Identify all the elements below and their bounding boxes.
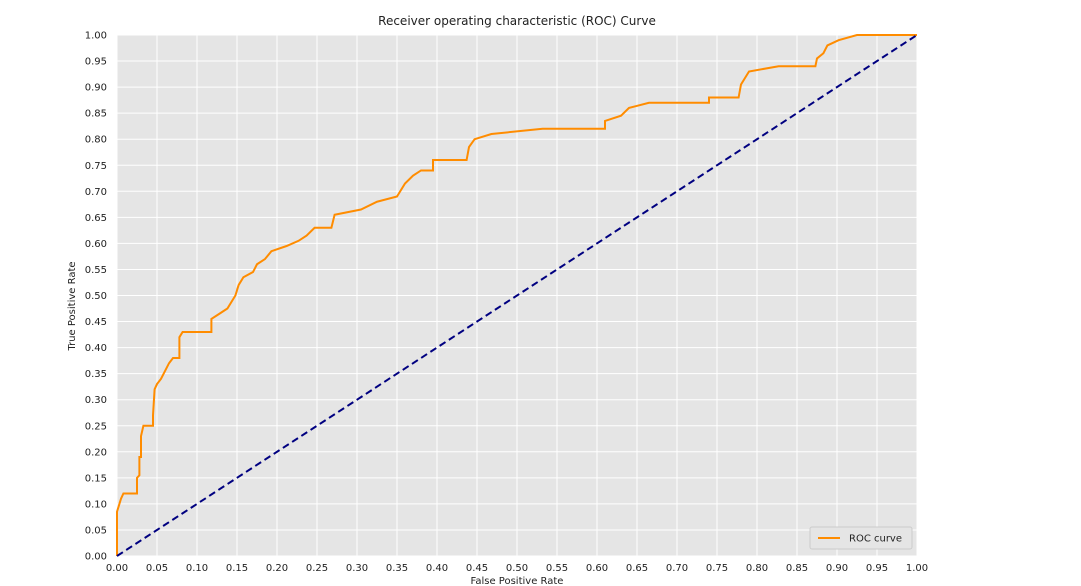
- y-tick-label: 1.00: [85, 31, 107, 42]
- x-tick-label: 0.65: [626, 563, 648, 574]
- x-tick-label: 0.20: [266, 563, 288, 574]
- legend: ROC curve: [809, 526, 913, 550]
- y-tick-label: 0.45: [85, 317, 107, 328]
- x-axis-ticks: 0.00 0.05 0.10 0.15 0.20 0.25 0.30 0.35 0.40 0.45…: [106, 563, 928, 574]
- y-tick-label: 0.40: [85, 343, 107, 354]
- y-axis-ticks: 0.00 0.05 0.10 0.15 0.20 0.25 0.30 0.35 0.40 0.45…: [85, 31, 107, 563]
- y-tick-label: 0.60: [85, 239, 107, 250]
- chance-diagonal-line: [116, 34, 918, 557]
- x-tick-label: 0.95: [866, 563, 888, 574]
- x-tick-label: 0.45: [466, 563, 488, 574]
- y-tick-label: 0.20: [85, 447, 107, 458]
- x-tick-label: 1.00: [906, 563, 928, 574]
- x-tick-label: 0.10: [186, 563, 208, 574]
- x-tick-label: 0.75: [706, 563, 728, 574]
- x-tick-label: 0.25: [306, 563, 328, 574]
- y-tick-label: 0.80: [85, 135, 107, 146]
- y-tick-label: 0.95: [85, 57, 107, 68]
- y-tick-label: 0.00: [85, 552, 107, 563]
- x-tick-label: 0.05: [146, 563, 168, 574]
- series-layer: [116, 34, 918, 557]
- x-tick-label: 0.50: [506, 563, 528, 574]
- y-tick-label: 0.35: [85, 369, 107, 380]
- x-tick-label: 0.60: [586, 563, 608, 574]
- x-tick-label: 0.35: [386, 563, 408, 574]
- x-tick-label: 0.90: [826, 563, 848, 574]
- y-tick-label: 0.75: [85, 161, 107, 172]
- y-tick-label: 0.50: [85, 291, 107, 302]
- y-tick-label: 0.05: [85, 525, 107, 536]
- y-tick-label: 0.55: [85, 265, 107, 276]
- x-tick-label: 0.80: [746, 563, 768, 574]
- x-tick-label: 0.00: [106, 563, 128, 574]
- x-tick-label: 0.85: [786, 563, 808, 574]
- x-tick-label: 0.15: [226, 563, 248, 574]
- grid-lines: [116, 34, 918, 557]
- y-tick-label: 0.25: [85, 421, 107, 432]
- y-tick-label: 0.10: [85, 499, 107, 510]
- x-tick-label: 0.70: [666, 563, 688, 574]
- y-tick-label: 0.15: [85, 473, 107, 484]
- x-tick-label: 0.40: [426, 563, 448, 574]
- y-tick-label: 0.90: [85, 83, 107, 94]
- legend-label-roc: ROC curve: [849, 534, 902, 545]
- x-tick-label: 0.55: [546, 563, 568, 574]
- roc-curve-line: [116, 34, 917, 556]
- x-axis-label: False Positive Rate: [471, 576, 564, 586]
- y-axis-label: True Positive Rate: [67, 261, 78, 351]
- legend-box: [809, 526, 913, 550]
- y-tick-label: 0.85: [85, 109, 107, 120]
- y-tick-label: 0.65: [85, 213, 107, 224]
- y-tick-label: 0.70: [85, 187, 107, 198]
- y-tick-label: 0.30: [85, 395, 107, 406]
- x-tick-label: 0.30: [346, 563, 368, 574]
- chart-title: Receiver operating characteristic (ROC) …: [378, 14, 656, 28]
